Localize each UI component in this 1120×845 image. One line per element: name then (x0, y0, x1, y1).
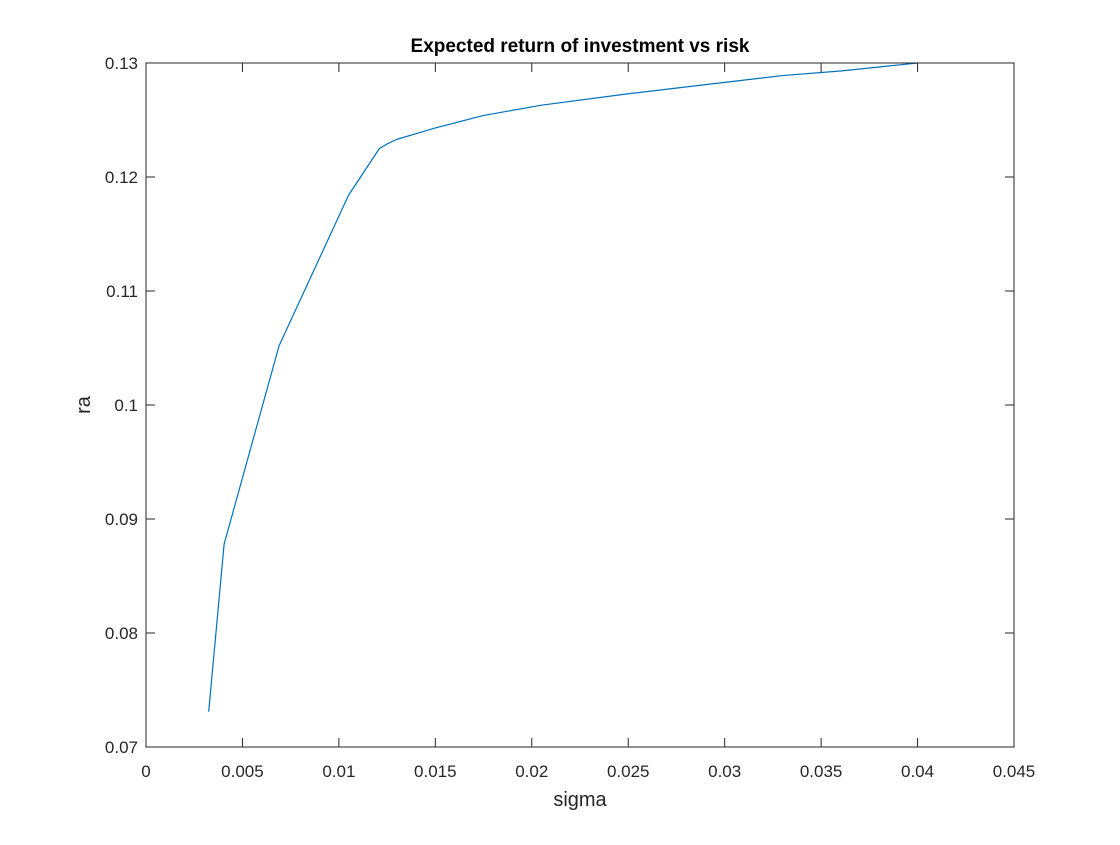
y-tick-label: 0.12 (105, 168, 138, 187)
x-tick-label: 0.03 (708, 762, 741, 781)
series-line (208, 62, 918, 712)
axes-background (146, 63, 1014, 747)
y-axis-label: ra (73, 395, 95, 414)
x-tick-label: 0 (141, 762, 150, 781)
y-tick-label: 0.13 (105, 54, 138, 73)
series-layer (208, 62, 918, 712)
y-tick-label: 0.09 (105, 510, 138, 529)
x-tick-label: 0.045 (993, 762, 1036, 781)
x-axis-ticks: 0 0.005 0.01 0.015 0.02 0.025 0.03 0.035 0.04 0.0… (141, 63, 1035, 781)
x-axis-label: sigma (553, 789, 607, 811)
x-tick-label: 0.005 (221, 762, 264, 781)
chart-title: Expected return of investment vs risk (411, 36, 750, 57)
y-tick-label: 0.07 (105, 738, 138, 757)
x-tick-label: 0.01 (322, 762, 355, 781)
x-tick-label: 0.015 (414, 762, 457, 781)
y-tick-label: 0.08 (105, 624, 138, 643)
y-axis-ticks: 0.07 0.08 0.09 0.1 0.11 0.12 0.13 (105, 54, 1014, 757)
y-tick-label: 0.1 (114, 396, 138, 415)
x-tick-label: 0.04 (901, 762, 934, 781)
x-tick-label: 0.02 (515, 762, 548, 781)
x-tick-label: 0.025 (607, 762, 650, 781)
y-tick-label: 0.11 (106, 282, 138, 301)
x-tick-label: 0.035 (800, 762, 843, 781)
